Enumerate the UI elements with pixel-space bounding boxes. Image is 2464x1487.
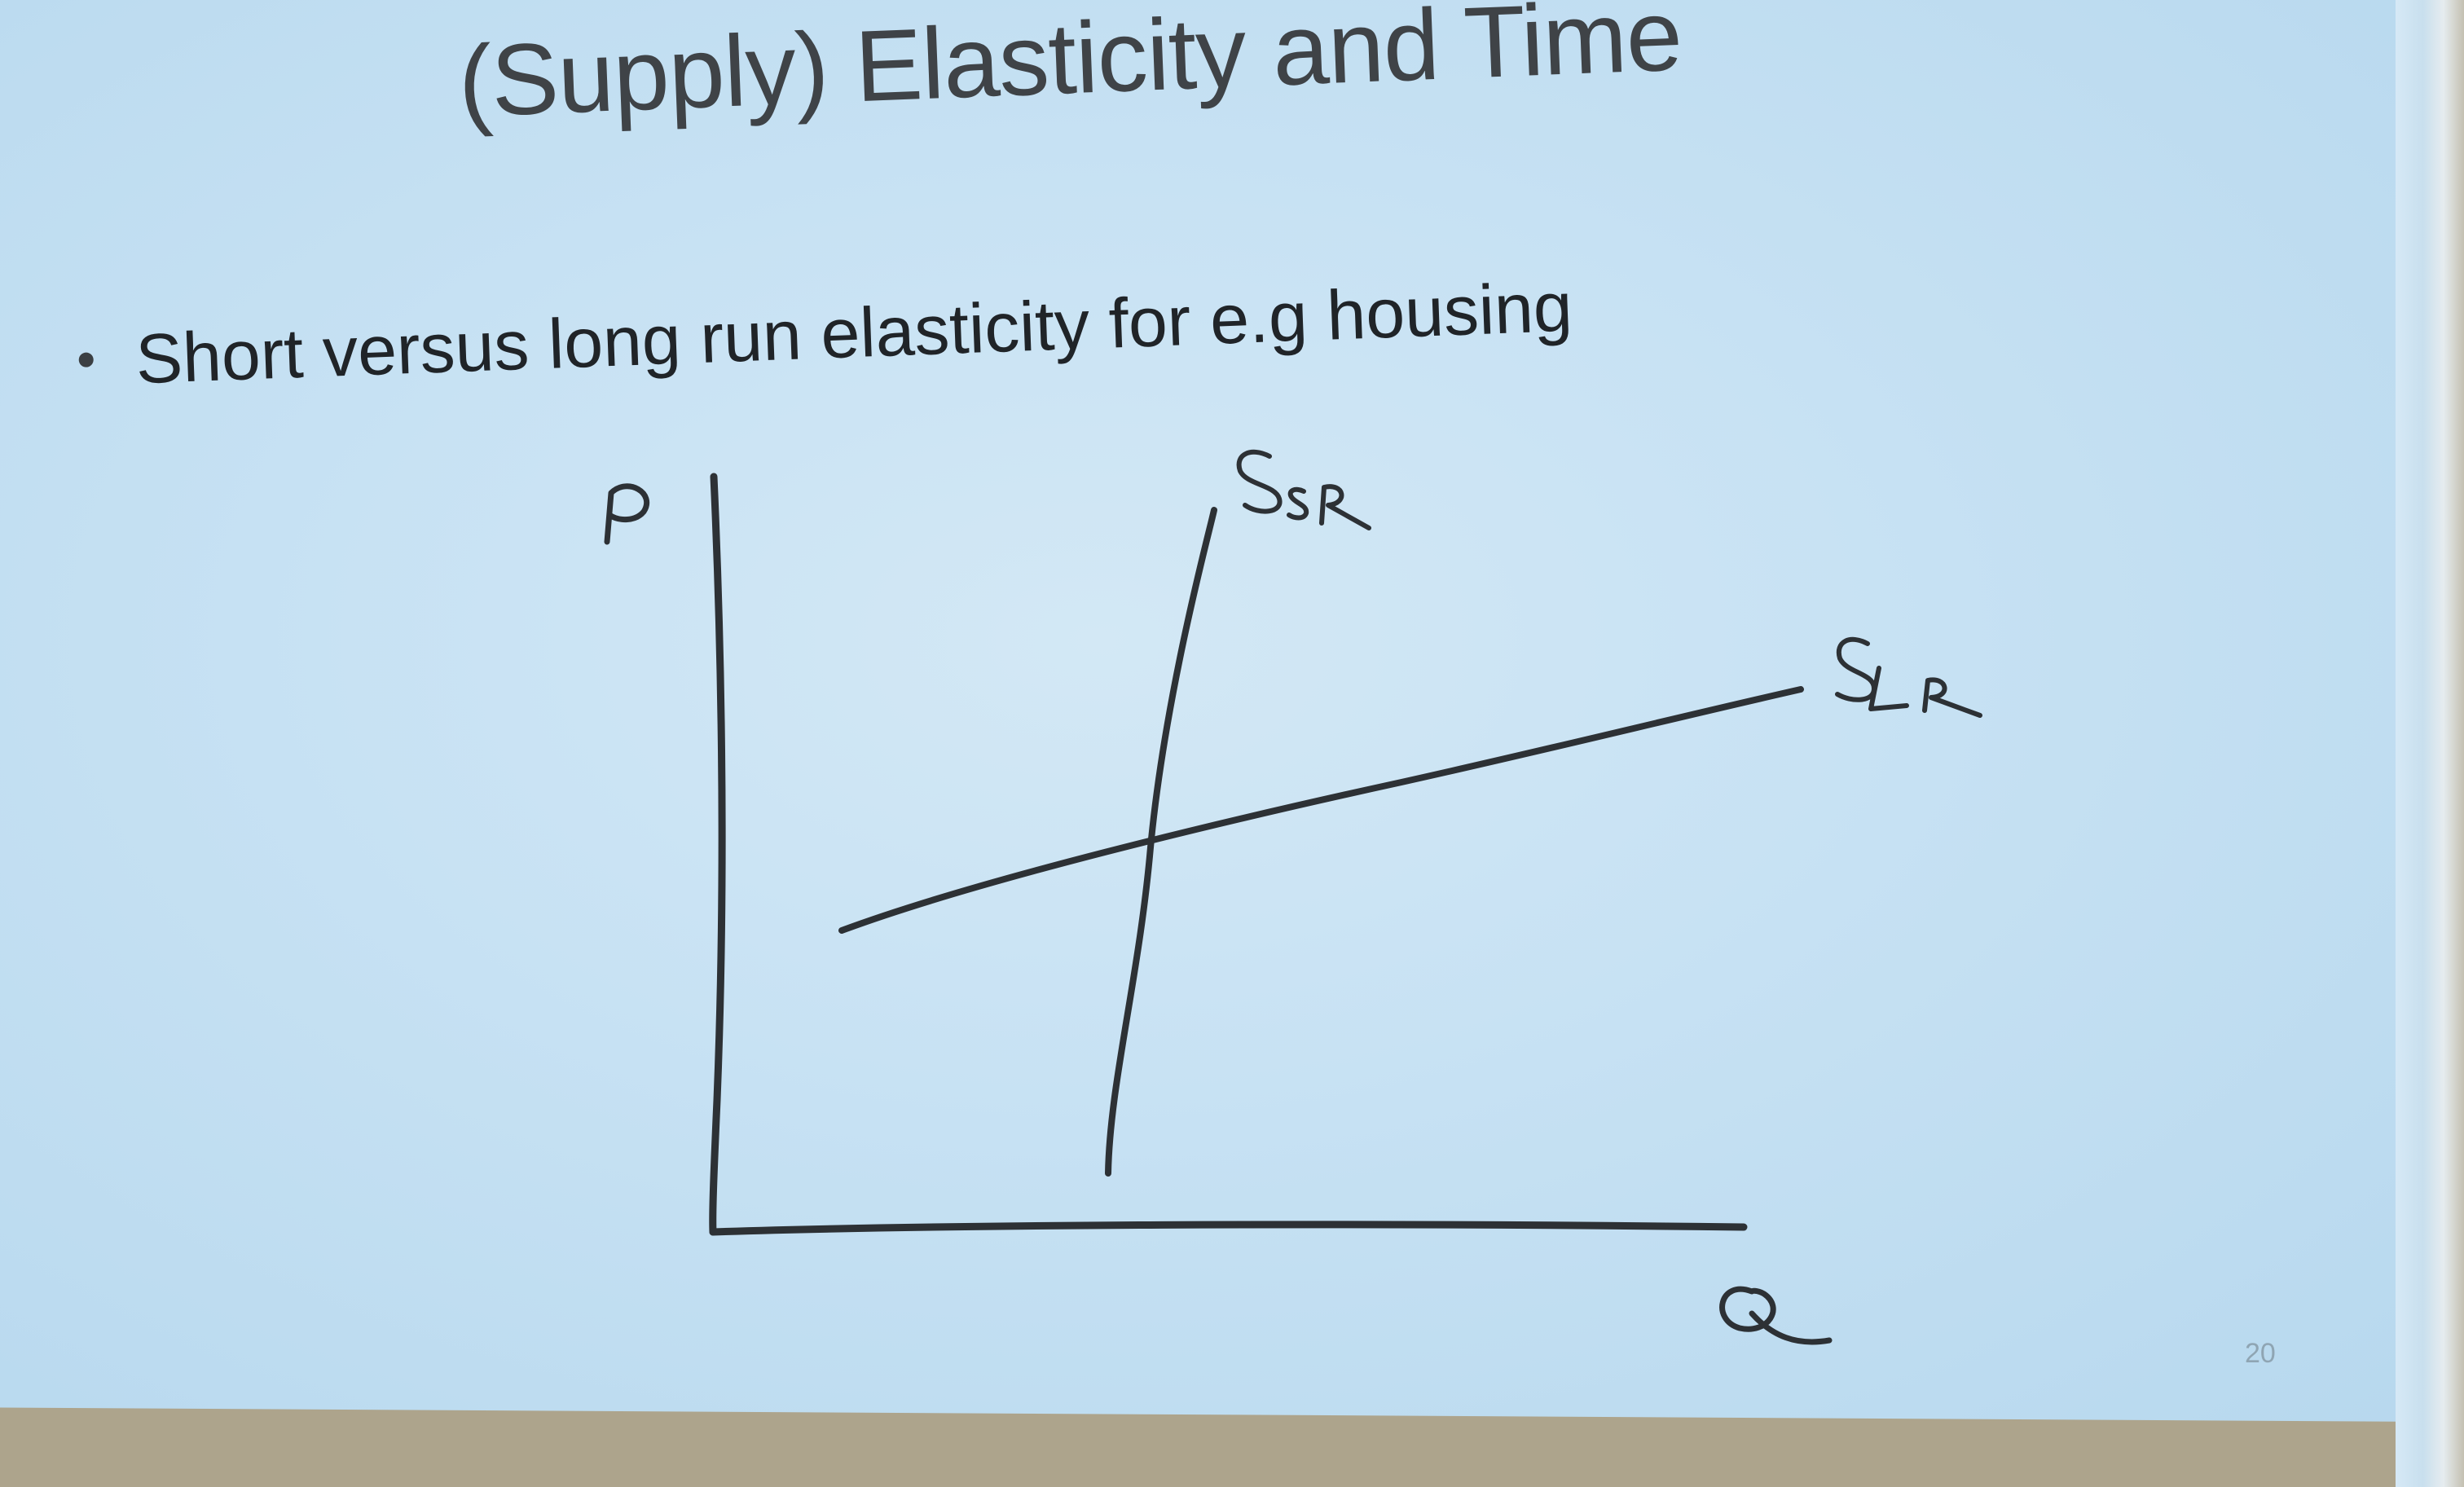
short-run-supply-curve — [1105, 507, 1217, 1177]
long-run-supply-curve — [838, 686, 1804, 934]
slide-page-number: 20 — [2245, 1338, 2276, 1369]
projection-screen — [0, 0, 2440, 1422]
x-axis-label-glyph — [1719, 1286, 1833, 1345]
x-axis-line — [709, 1221, 1748, 1236]
screen-right-edge — [2396, 0, 2464, 1487]
y-axis-line — [709, 473, 726, 1236]
long-run-label-glyph — [1835, 636, 1982, 718]
short-run-label-glyph — [1236, 449, 1371, 530]
y-axis-label-glyph — [604, 483, 650, 545]
